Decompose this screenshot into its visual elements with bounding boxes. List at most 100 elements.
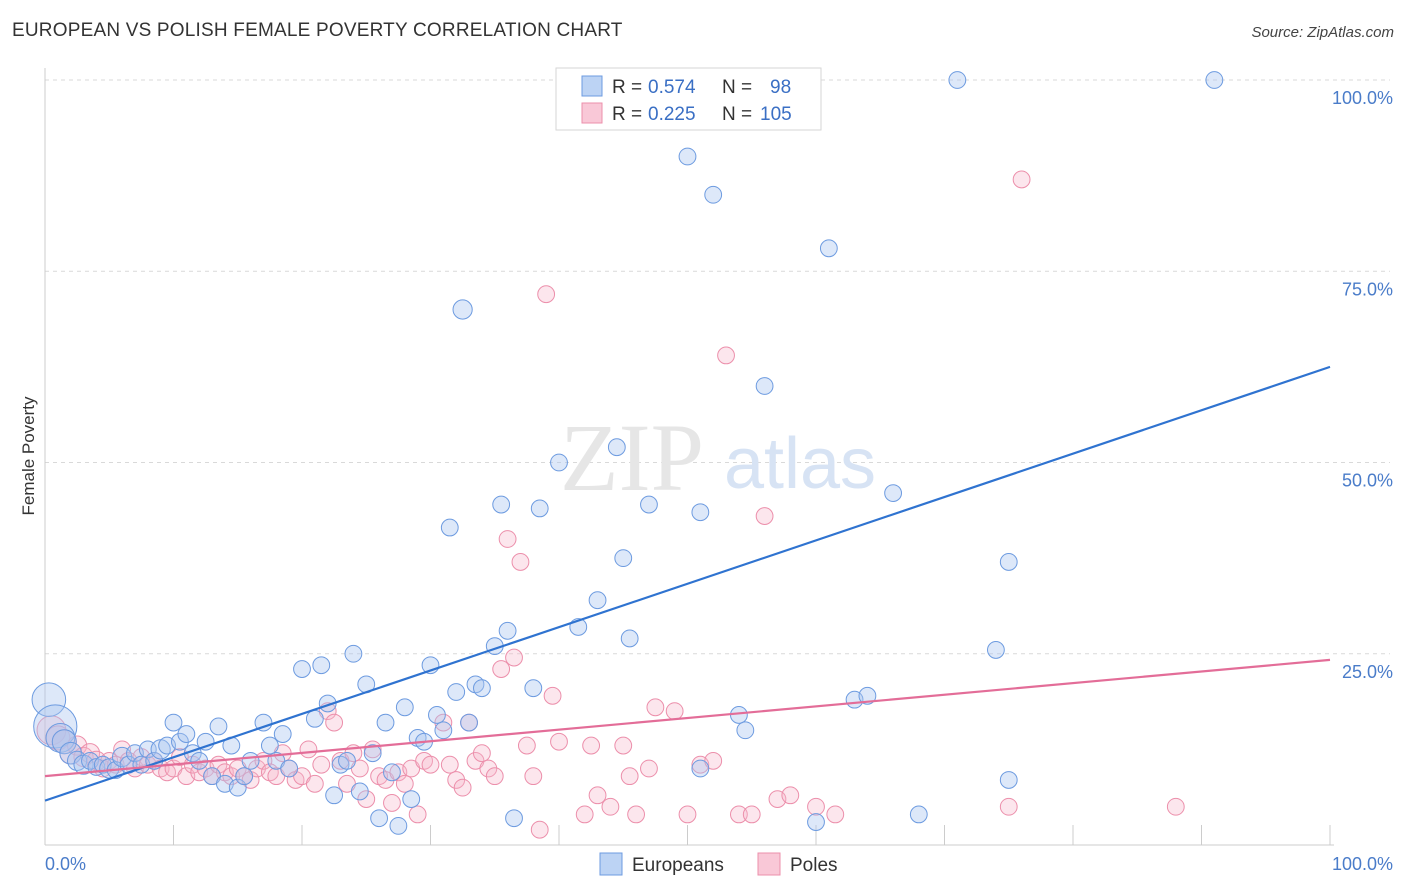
data-point-poles: [299, 740, 318, 759]
data-point-poles: [447, 771, 466, 789]
data-point-poles: [383, 794, 401, 812]
data-point-europeans: [434, 721, 453, 740]
bottom-legend: Europeans Poles: [599, 852, 838, 876]
watermark: ZIP atlas: [560, 404, 876, 511]
data-point-poles: [601, 797, 620, 816]
trend-lines: [44, 365, 1331, 802]
data-point-europeans: [305, 709, 324, 728]
data-point-poles: [325, 713, 344, 732]
data-point-europeans: [755, 377, 774, 395]
trend-line-europeans: [44, 365, 1331, 802]
data-point-poles: [305, 774, 324, 793]
data-point-europeans: [31, 682, 67, 717]
data-point-poles: [511, 553, 530, 571]
data-point-poles: [421, 755, 440, 774]
data-point-poles: [543, 686, 562, 705]
legend-r-value-poles: 0.225: [648, 104, 696, 125]
data-point-poles: [588, 786, 607, 805]
y-axis-label: Female Poverty: [19, 396, 38, 516]
data-point-europeans: [807, 813, 825, 831]
data-point-europeans: [350, 782, 369, 801]
data-point-europeans: [505, 809, 523, 828]
data-point-poles: [517, 736, 536, 755]
data-point-europeans: [402, 790, 421, 808]
data-point-poles: [665, 702, 684, 721]
data-point-poles: [395, 774, 414, 793]
data-point-europeans: [273, 725, 292, 743]
y-tick-label: 100.0%: [1332, 88, 1393, 108]
data-point-europeans: [498, 621, 517, 640]
data-point-europeans: [460, 713, 478, 732]
legend-n-value-poles: 105: [760, 104, 792, 125]
data-point-europeans: [640, 495, 658, 514]
data-point-europeans: [1205, 71, 1224, 89]
data-point-europeans: [819, 239, 838, 258]
data-point-europeans: [171, 732, 189, 751]
data-point-europeans: [363, 744, 382, 763]
axes: [44, 68, 1334, 846]
data-point-europeans: [209, 717, 228, 736]
data-point-poles: [312, 755, 331, 774]
data-point-europeans: [395, 698, 414, 717]
bottom-legend-swatch-europeans: [599, 852, 623, 876]
chart-title: EUROPEAN VS POLISH FEMALE POVERTY CORREL…: [12, 20, 623, 41]
data-point-poles: [614, 736, 633, 755]
data-point-europeans: [999, 553, 1018, 571]
data-point-europeans: [383, 763, 401, 782]
data-point-europeans: [550, 453, 568, 472]
data-point-europeans: [235, 767, 254, 786]
data-point-europeans: [614, 549, 633, 568]
data-point-europeans: [620, 629, 639, 648]
data-point-poles: [717, 346, 735, 365]
data-point-europeans: [67, 750, 88, 771]
data-point-poles: [550, 732, 568, 751]
data-point-europeans: [241, 751, 260, 770]
data-point-poles: [646, 698, 665, 717]
y-tick-labels: 25.0% 50.0% 75.0% 100.0%: [1332, 88, 1393, 682]
legend-n-label-europeans: N =: [722, 77, 752, 98]
data-point-poles: [678, 805, 697, 824]
legend-r-label-europeans: R =: [612, 77, 642, 98]
data-point-europeans: [948, 71, 967, 89]
data-point-poles: [620, 767, 639, 786]
data-point-poles: [505, 648, 523, 667]
data-point-europeans: [492, 495, 511, 514]
data-point-europeans: [691, 759, 710, 778]
data-point-poles: [453, 778, 472, 797]
data-point-europeans: [312, 656, 331, 675]
data-point-europeans: [452, 299, 473, 320]
data-point-europeans: [473, 679, 491, 698]
data-point-europeans: [440, 518, 459, 537]
data-point-poles: [498, 530, 517, 548]
data-point-poles: [999, 797, 1018, 816]
data-point-poles: [434, 713, 453, 732]
data-point-poles: [1012, 170, 1031, 189]
data-point-poles: [640, 759, 658, 778]
legend-r-label-poles: R =: [612, 104, 642, 125]
chart-source: Source: ZipAtlas.com: [1251, 24, 1394, 41]
data-point-europeans: [588, 591, 607, 610]
trend-line-poles: [44, 658, 1331, 778]
data-point-europeans: [884, 484, 902, 503]
bottom-legend-swatch-poles: [757, 852, 781, 876]
data-point-europeans: [293, 660, 311, 678]
data-point-europeans: [691, 503, 710, 522]
data-point-europeans: [338, 751, 356, 770]
data-point-europeans: [33, 704, 78, 749]
y-tick-label: 75.0%: [1342, 279, 1393, 299]
data-point-poles: [826, 805, 845, 824]
y-tick-label: 25.0%: [1342, 662, 1393, 682]
data-point-europeans: [344, 644, 363, 663]
data-point-poles: [357, 790, 376, 808]
legend-swatch-poles: [581, 102, 603, 124]
data-point-europeans: [987, 641, 1005, 659]
data-point-europeans: [447, 683, 466, 701]
data-point-europeans: [325, 786, 344, 805]
data-point-europeans: [177, 725, 196, 743]
data-point-poles: [222, 767, 241, 786]
data-point-europeans: [51, 729, 77, 755]
legend-n-label-poles: N =: [722, 104, 752, 125]
data-point-poles: [473, 744, 491, 763]
data-point-europeans: [704, 185, 723, 204]
